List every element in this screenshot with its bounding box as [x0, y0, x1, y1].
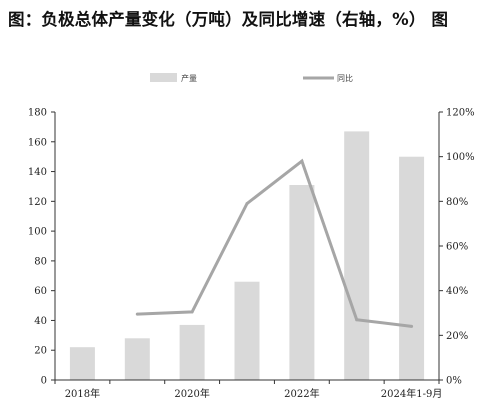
left-tick-label: 60	[34, 286, 47, 297]
right-tick-label: 80%	[446, 197, 468, 208]
yoy-line-series	[135, 158, 414, 328]
left-tick-label: 100	[28, 227, 47, 238]
right-tick-label: 0%	[446, 376, 462, 387]
legend: 产量 同比	[150, 73, 353, 83]
left-tick-label: 160	[28, 137, 47, 148]
bar-2020年	[179, 324, 205, 380]
bar-series	[69, 131, 425, 380]
left-tick-label: 20	[34, 346, 47, 357]
bar-2023年	[344, 131, 370, 380]
left-tick-label: 140	[28, 167, 47, 178]
left-tick-label: 180	[28, 108, 47, 119]
yoy-point-2022年	[300, 159, 304, 163]
left-tick-label: 80	[34, 256, 47, 267]
yoy-point-2020年	[190, 310, 194, 314]
right-tick-label: 40%	[446, 286, 468, 297]
left-tick-label: 40	[34, 316, 47, 327]
left-tick-label: 120	[28, 197, 47, 208]
right-tick-label: 20%	[446, 331, 468, 342]
legend-label-bar: 产量	[181, 73, 197, 83]
right-tick-label: 60%	[446, 242, 468, 253]
bar-2021年	[234, 281, 260, 380]
x-tick-label: 2020年	[174, 387, 209, 400]
left-tick-label: 0	[41, 376, 47, 387]
yoy-point-2021年	[245, 202, 249, 206]
axes	[51, 111, 443, 384]
right-tick-label: 100%	[446, 152, 475, 163]
bar-2022年	[289, 185, 315, 380]
legend-swatch-bar	[150, 73, 177, 82]
legend-label-line: 同比	[337, 73, 353, 83]
figure-title: 图：负极总体产量变化（万吨）及同比增速（右轴，%） 图	[8, 10, 449, 29]
yoy-point-2024年1-9月	[410, 324, 414, 328]
yoy-line	[137, 158, 412, 328]
tick-labels: 0 20 40 60 80 100 120 140 160 180 0% 20% 40% 60% 80% 10…	[28, 108, 475, 401]
bar-2019年	[124, 338, 150, 380]
x-tick-label: 2018年	[65, 387, 100, 400]
x-tick-label: 2022年	[284, 387, 319, 400]
yoy-point-2023年	[355, 318, 359, 322]
bar-2024年1-9月	[399, 156, 425, 380]
bar-2018年	[69, 347, 95, 380]
right-tick-label: 120%	[446, 108, 475, 119]
yoy-point-2019年	[135, 312, 139, 316]
x-tick-label: 2024年1-9月	[381, 387, 443, 400]
